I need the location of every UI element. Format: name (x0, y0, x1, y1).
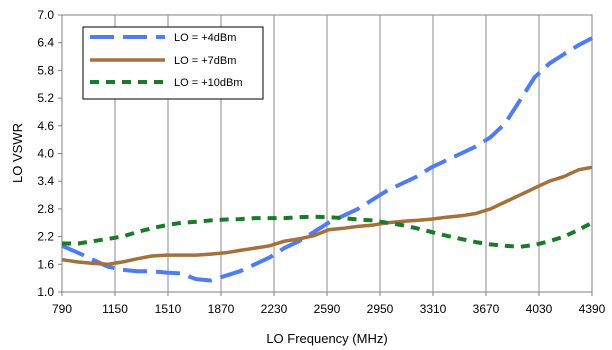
series-line-0 (61, 36, 593, 283)
x-tick-label: 3670 (473, 302, 500, 316)
y-tick-label: 1.0 (37, 285, 54, 299)
y-tick-label: 4.0 (37, 147, 54, 161)
y-tick-label: 6.4 (37, 36, 54, 50)
legend: LO = +4dBm LO = +7dBm LO = +10dBm (82, 26, 264, 100)
x-tick-label: 790 (52, 302, 72, 316)
x-tick-label: 4030 (526, 302, 553, 316)
x-tick-label: 4390 (579, 302, 606, 316)
series-line-1 (61, 165, 593, 267)
x-tick-label: 3310 (420, 302, 447, 316)
legend-label-lo-7dbm: LO = +7dBm (174, 55, 236, 67)
y-tick-label: 1.6 (37, 257, 54, 271)
x-axis-title: LO Frequency (MHz) (266, 331, 387, 346)
x-tick-label: 2590 (314, 302, 341, 316)
x-tick-label: 1510 (155, 302, 182, 316)
x-tick-label: 2950 (367, 302, 394, 316)
y-tick-label: 2.8 (37, 202, 54, 216)
y-tick-label: 5.2 (37, 91, 54, 105)
series-layer (61, 36, 593, 283)
x-tick-label: 1150 (102, 302, 128, 316)
y-tick-label: 7.0 (37, 8, 54, 22)
x-tick-labels: 790 1150 1510 1870 2230 2590 2950 3310 3670 4030 4… (52, 302, 606, 316)
y-axis-title: LO VSWR (10, 123, 25, 183)
legend-label-lo-10dbm: LO = +10dBm (174, 77, 243, 89)
x-tick-label: 2230 (261, 302, 288, 316)
y-tick-label: 4.6 (37, 119, 54, 133)
series-line-2 (62, 214, 593, 249)
y-tick-labels: 1.0 1.6 2.2 2.8 3.4 4.0 4.6 5.2 5.8 6.4 7.0 (37, 8, 54, 299)
legend-label-lo-4dbm: LO = +4dBm (174, 32, 236, 44)
y-tick-label: 5.8 (37, 63, 54, 77)
y-tick-label: 3.4 (37, 174, 54, 188)
y-tick-label: 2.2 (37, 230, 54, 244)
x-tick-label: 1870 (208, 302, 235, 316)
